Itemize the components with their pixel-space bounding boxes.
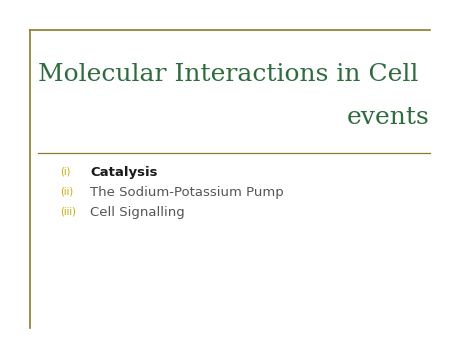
Text: (i): (i) — [60, 166, 70, 176]
Text: Catalysis: Catalysis — [90, 166, 158, 179]
Text: events: events — [347, 106, 430, 129]
Text: Molecular Interactions in Cell: Molecular Interactions in Cell — [38, 63, 419, 86]
Text: (iii): (iii) — [60, 206, 76, 216]
Text: Cell Signalling: Cell Signalling — [90, 206, 185, 219]
Text: The Sodium-Potassium Pump: The Sodium-Potassium Pump — [90, 186, 284, 199]
Text: (ii): (ii) — [60, 186, 73, 196]
